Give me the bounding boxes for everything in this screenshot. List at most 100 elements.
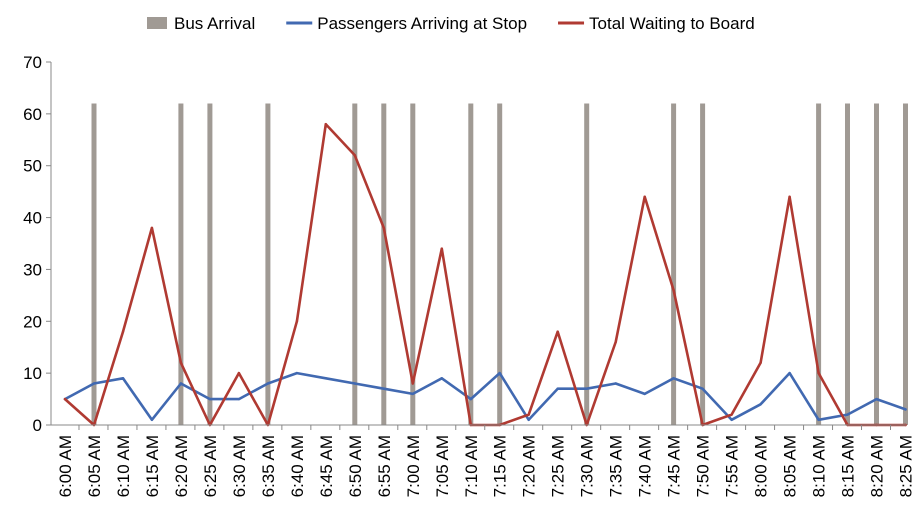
y-tick-label: 30 (23, 260, 42, 279)
passengers-arriving-point (904, 408, 907, 411)
x-tick-label: 7:00 AM (404, 435, 423, 497)
x-tick-label: 8:20 AM (868, 435, 887, 497)
x-tick-label: 7:40 AM (636, 435, 655, 497)
y-tick-label: 60 (23, 105, 42, 124)
total-waiting-point (237, 371, 241, 375)
passengers-arriving-point (353, 382, 356, 385)
x-tick-label: 6:55 AM (375, 435, 394, 497)
x-tick-label: 7:45 AM (665, 435, 684, 497)
passengers-arriving-point (556, 387, 559, 390)
passengers-arriving-point (672, 377, 675, 380)
passengers-arriving-point (643, 392, 646, 396)
bus-arrival-bars (91, 103, 908, 425)
bus-arrival-bar (381, 103, 387, 425)
y-tick-label: 50 (23, 157, 42, 176)
y-tick-label: 70 (23, 53, 42, 72)
passengers-arriving-point (179, 382, 183, 385)
passengers-arriving-point (701, 387, 704, 390)
x-tick-label: 8:25 AM (897, 435, 916, 497)
legend-label: Passengers Arriving at Stop (317, 14, 527, 33)
x-tick-label: 6:25 AM (201, 435, 220, 497)
total-waiting-point (121, 330, 125, 333)
x-tick-label: 6:50 AM (346, 435, 365, 497)
y-tick-label: 0 (33, 416, 42, 435)
bus-arrival-bar (584, 103, 590, 425)
bus-arrival-bar (497, 103, 503, 425)
x-tick-label: 7:35 AM (607, 435, 626, 497)
bus-arrival-bar (700, 103, 706, 425)
bus-arrival-bar (816, 103, 822, 425)
x-tick-label: 6:30 AM (230, 435, 249, 497)
passengers-arriving-point (237, 397, 241, 401)
passengers-arriving-point (614, 382, 617, 385)
legend: Bus Arrival Passengers Arriving at Stop To… (147, 14, 755, 33)
axes (50, 62, 906, 426)
passengers-arriving-point (730, 418, 733, 421)
passengers-arriving-point (759, 403, 762, 406)
legend-label: Bus Arrival (174, 14, 255, 33)
total-waiting-point (643, 195, 646, 198)
passengers-arriving-point (411, 392, 414, 396)
total-waiting-point (411, 382, 414, 385)
total-waiting-point (614, 340, 617, 344)
x-tick-label: 7:20 AM (520, 435, 539, 497)
x-tick-label: 8:00 AM (752, 435, 771, 497)
bus-arrival-bar (874, 103, 879, 425)
total-waiting-point (324, 123, 327, 126)
passengers-arriving-line (63, 371, 907, 422)
passengers-arriving-point (585, 387, 588, 390)
bus-arrival-bar (207, 103, 213, 425)
total-waiting-point (150, 226, 154, 230)
passengers-arriving-point (208, 397, 212, 401)
passengers-arriving-point (846, 413, 849, 416)
x-tick-label: 7:50 AM (694, 435, 713, 497)
bus-arrival-bar (265, 103, 271, 425)
total-waiting-line (63, 122, 907, 427)
x-tick-label: 6:15 AM (143, 435, 162, 497)
x-tick-label: 6:05 AM (85, 435, 104, 497)
passengers-arriving-point (875, 397, 878, 401)
bus-arrival-bar (468, 103, 474, 425)
total-waiting-point (817, 371, 820, 375)
y-tick-label: 20 (23, 312, 42, 331)
passengers-arriving-point (324, 377, 327, 380)
x-tick-label: 6:45 AM (317, 435, 336, 497)
passengers-arriving-point (788, 371, 791, 375)
y-tick-label: 10 (23, 364, 42, 383)
x-tick-label: 8:05 AM (781, 435, 800, 497)
passengers-arriving-point (469, 397, 472, 401)
bus-arrival-bar (178, 103, 184, 425)
x-tick-label: 7:10 AM (462, 435, 481, 497)
total-waiting-point (788, 195, 791, 198)
series-lines (63, 122, 907, 427)
bus-arrival-bar (352, 103, 358, 425)
total-waiting-point (179, 361, 183, 364)
passengers-arriving-point (295, 371, 299, 375)
bus-arrival-bar (671, 103, 677, 425)
legend-swatch-bus-arrival (147, 17, 167, 29)
x-tick-label: 7:15 AM (491, 435, 510, 497)
passengers-arriving-point (498, 371, 501, 375)
x-axis-ticks: 6:00 AM 6:05 AM 6:10 AM 6:15 AM 6:20 AM 6:25 … (56, 425, 916, 497)
passengers-arriving-point (527, 418, 530, 421)
total-waiting-point (382, 226, 385, 230)
passengers-arriving-point (92, 382, 96, 385)
x-tick-label: 6:10 AM (114, 435, 133, 497)
x-tick-label: 8:15 AM (839, 435, 858, 497)
total-waiting-point (440, 247, 443, 250)
passengers-arriving-point (121, 377, 125, 380)
passengers-arriving-point (440, 377, 443, 380)
total-waiting-point (672, 289, 675, 292)
x-tick-label: 6:00 AM (56, 435, 75, 497)
total-waiting-point (295, 320, 299, 323)
total-waiting-point (556, 330, 559, 333)
total-waiting-point (730, 413, 733, 416)
passengers-arriving-point (150, 418, 154, 421)
x-tick-label: 7:05 AM (433, 435, 452, 497)
x-tick-label: 7:25 AM (549, 435, 568, 497)
passengers-arriving-point (382, 387, 385, 390)
bus-arrival-bar (91, 103, 97, 425)
y-tick-label: 40 (23, 209, 42, 228)
x-tick-label: 6:40 AM (288, 435, 307, 497)
